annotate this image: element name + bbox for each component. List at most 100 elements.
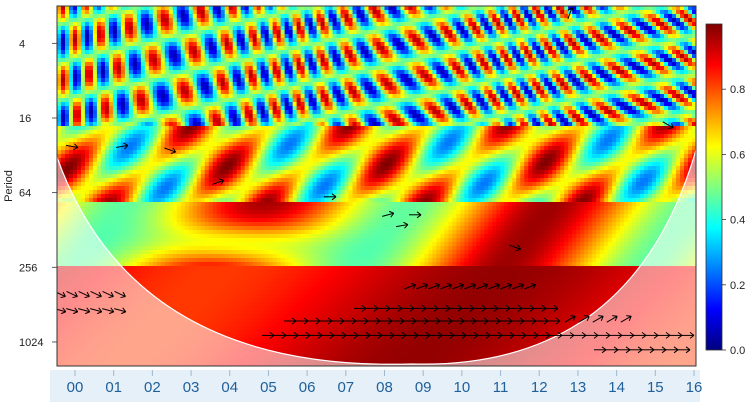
phase-arrow [464, 317, 477, 325]
phase-arrow [622, 331, 635, 339]
x-tick-label: 02 [144, 379, 161, 396]
phase-arrow [404, 317, 417, 325]
phase-arrow [428, 317, 441, 325]
phase-arrow [678, 346, 691, 354]
phase-arrow [509, 244, 522, 252]
x-tick-label: 14 [608, 379, 625, 396]
x-tick-label: 10 [454, 379, 471, 396]
phase-arrow [630, 346, 643, 354]
phase-arrow [102, 307, 115, 315]
phase-arrow [114, 307, 127, 315]
phase-arrow [308, 317, 321, 325]
x-tick-label: 15 [647, 379, 664, 396]
phase-arrow [322, 331, 335, 339]
phase-arrow [438, 304, 451, 312]
phase-arrow [476, 317, 489, 325]
phase-arrow [478, 331, 491, 339]
phase-arrow [402, 304, 415, 312]
phase-arrow [592, 315, 604, 323]
colorbar-ticks: 0.0 0.2 0.4 0.6 0.8 [722, 84, 745, 357]
x-tick-label: 06 [299, 379, 316, 396]
phase-arrow [462, 304, 475, 312]
phase-arrow [620, 315, 632, 323]
phase-arrow [634, 331, 647, 339]
phase-arrow [416, 317, 429, 325]
phase-arrow [102, 291, 114, 299]
phase-arrow [382, 331, 395, 339]
phase-arrow [500, 317, 513, 325]
phase-arrow [498, 304, 511, 312]
phase-arrow [598, 331, 611, 339]
cone-of-influence-line [57, 149, 696, 365]
phase-arrow [406, 331, 419, 339]
phase-arrow [286, 331, 299, 339]
phase-arrow [524, 317, 537, 325]
phase-arrows [57, 7, 695, 354]
phase-arrow [546, 304, 559, 312]
phase-arrow [538, 331, 551, 339]
plot-area [57, 6, 696, 366]
phase-arrow [526, 331, 539, 339]
phase-arrow [394, 331, 407, 339]
phase-arrow [642, 346, 655, 354]
phase-arrow [510, 304, 523, 312]
phase-arrow [370, 331, 383, 339]
phase-arrow [404, 282, 417, 290]
phase-arrow [646, 331, 659, 339]
phase-arrow [114, 291, 126, 299]
phase-arrow [466, 331, 479, 339]
phase-arrow [490, 331, 503, 339]
phase-arrow [654, 346, 667, 354]
phase-arrow [66, 291, 78, 299]
phase-arrow [512, 317, 525, 325]
colorbar-tick-label: 0.4 [730, 215, 745, 227]
phase-arrow [358, 331, 371, 339]
phase-arrow [536, 317, 549, 325]
colorbar [705, 23, 723, 351]
phase-arrow [682, 331, 695, 339]
phase-arrow [662, 121, 674, 129]
phase-arrow [164, 147, 177, 154]
phase-arrow [450, 304, 463, 312]
phase-arrow [332, 317, 345, 325]
x-tick-label: 08 [376, 379, 393, 396]
y-axis-title: Period [3, 170, 15, 202]
phase-arrow [382, 210, 395, 218]
phase-arrow [262, 331, 275, 339]
phase-arrow [534, 304, 547, 312]
phase-arrow [440, 282, 453, 290]
phase-arrow [344, 317, 357, 325]
phase-arrow [464, 282, 477, 290]
phase-arrow [426, 304, 439, 312]
x-tick-label: 11 [493, 379, 509, 396]
x-axis-band [50, 370, 700, 402]
colorbar-tick-label: 0.0 [730, 345, 745, 357]
phase-arrow [618, 346, 631, 354]
plot-frame [56, 5, 697, 367]
colorbar-tick-label: 0.8 [730, 84, 745, 96]
x-tick-label: 05 [260, 379, 277, 396]
phase-arrow [594, 346, 607, 354]
phase-arrow [486, 304, 499, 312]
phase-arrow [416, 282, 429, 290]
phase-arrow [78, 291, 90, 299]
phase-arrow [78, 307, 91, 315]
x-tick-label: 12 [531, 379, 548, 396]
phase-arrow [606, 315, 618, 323]
phase-arrow [90, 307, 103, 315]
y-tick-label: 1024 [19, 337, 43, 349]
phase-arrow [396, 221, 409, 229]
colorbar-tick-label: 0.2 [730, 280, 745, 292]
phase-arrow [212, 178, 225, 185]
phase-arrow [488, 317, 501, 325]
phase-arrow [474, 304, 487, 312]
phase-arrow [666, 346, 679, 354]
y-tick-label: 16 [19, 113, 31, 125]
y-tick-label: 256 [19, 262, 37, 274]
phase-arrow [409, 211, 422, 219]
phase-arrow [514, 331, 527, 339]
phase-arrow [452, 317, 465, 325]
phase-arrow [390, 304, 403, 312]
phase-arrow [670, 331, 683, 339]
